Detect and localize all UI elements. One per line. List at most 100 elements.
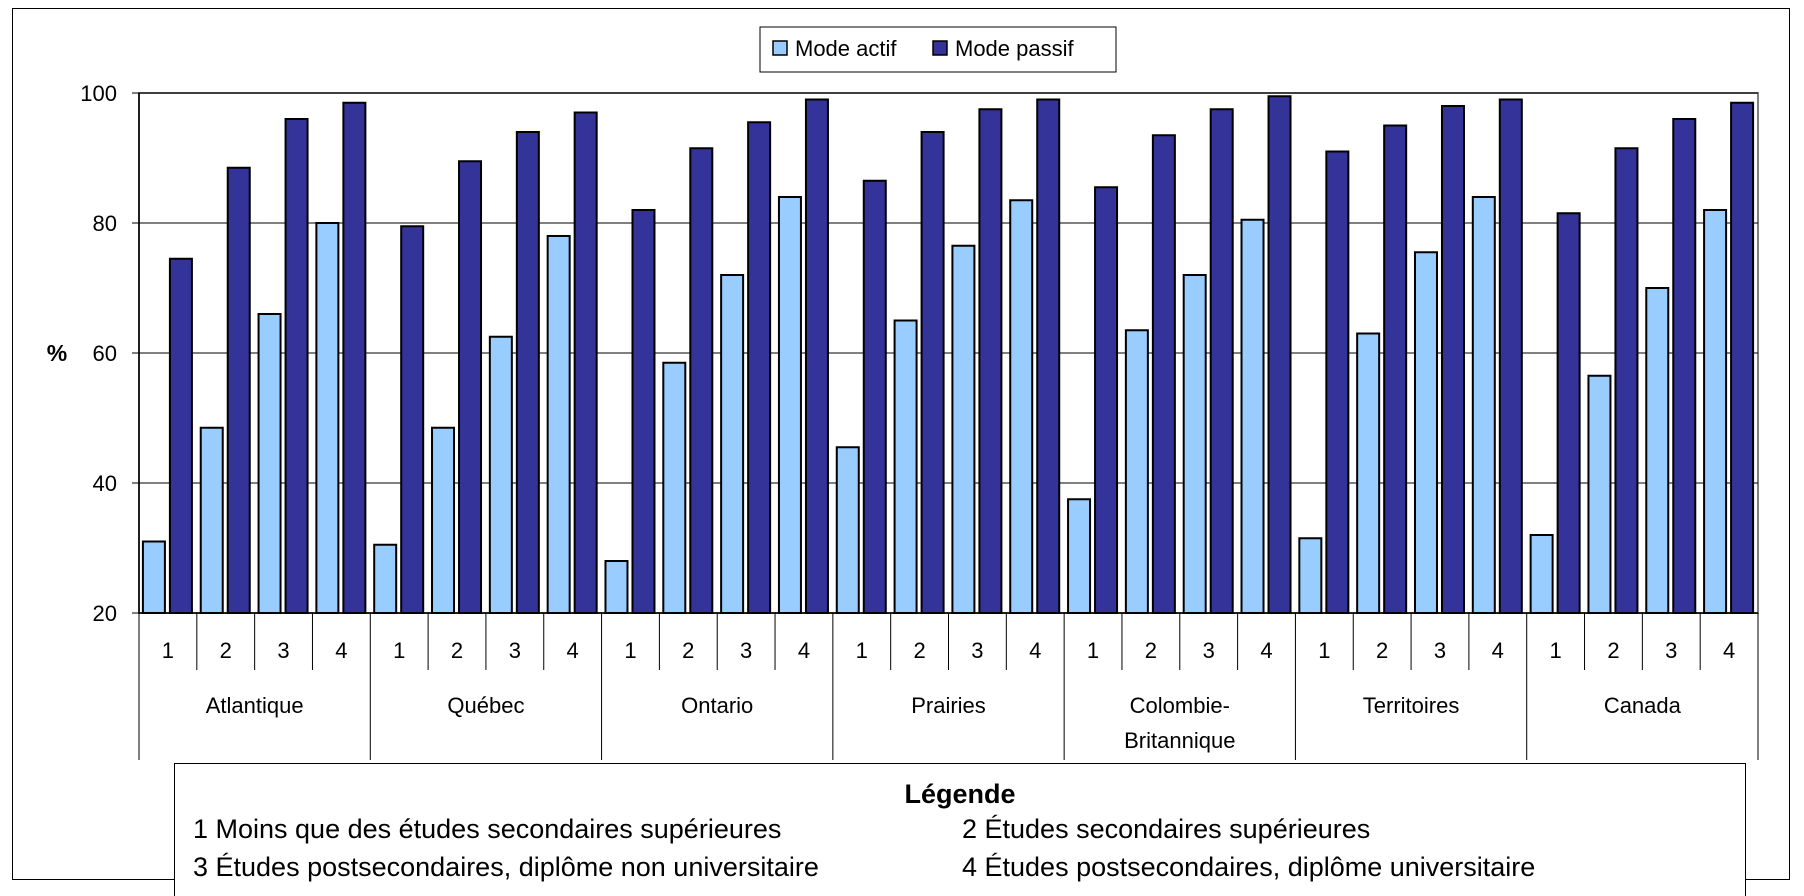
bar-mode-actif <box>835 446 860 614</box>
bar-mode-passif <box>1440 105 1465 614</box>
bar-mode-actif <box>604 560 629 614</box>
bar-mode-passif <box>1325 150 1350 614</box>
bar-mode-actif <box>1124 329 1149 614</box>
category-label: 3 <box>1665 638 1677 663</box>
bar-mode-actif <box>1645 287 1670 614</box>
bar-mode-passif <box>1614 147 1639 614</box>
category-label: 3 <box>1203 638 1215 663</box>
bar-mode-passif <box>920 131 945 614</box>
bar-mode-actif <box>1356 332 1381 614</box>
bar-mode-passif <box>1556 212 1581 614</box>
category-label: 1 <box>393 638 405 663</box>
category-label: 4 <box>1492 638 1504 663</box>
axis-labels: 20 40 60 80 100% 1 2 3 4 1 2 3 4 1 2 3 4 1 2 3 4 1 2 3 4 1 2 3 4 1 2 3 4… <box>47 81 1735 753</box>
bar-mode-passif <box>631 209 656 614</box>
category-label: 2 <box>682 638 694 663</box>
bar-mode-actif <box>373 543 398 614</box>
group-label: Britannique <box>1124 728 1235 753</box>
bar-mode-passif <box>458 160 483 614</box>
bar-mode-actif <box>1298 537 1323 614</box>
bar-mode-actif <box>257 313 282 614</box>
legend-note-title: Légende <box>904 779 1016 809</box>
category-label: 1 <box>1318 638 1330 663</box>
legend-label: Mode passif <box>955 36 1075 61</box>
bar-mode-passif <box>747 121 772 614</box>
y-tick-label: 80 <box>93 211 117 236</box>
bar-mode-passif <box>1209 108 1234 614</box>
category-label: 2 <box>220 638 232 663</box>
category-label: 4 <box>567 638 579 663</box>
category-label: 4 <box>1029 638 1041 663</box>
bar-mode-passif <box>515 131 540 614</box>
y-tick-label: 60 <box>93 341 117 366</box>
bar-mode-passif <box>573 111 598 614</box>
bar-mode-actif <box>951 244 976 614</box>
bar-mode-passif <box>168 257 193 614</box>
bar-mode-actif <box>546 235 571 614</box>
bar-mode-actif <box>1182 274 1207 614</box>
category-label: 1 <box>1550 638 1562 663</box>
group-label: Colombie- <box>1130 693 1230 718</box>
category-label: 1 <box>856 638 868 663</box>
bar-mode-actif <box>720 274 745 614</box>
bar-mode-actif <box>199 426 224 614</box>
bars <box>141 95 1755 614</box>
bar-mode-passif <box>978 108 1003 614</box>
category-label: 2 <box>451 638 463 663</box>
bar-mode-actif <box>315 222 340 614</box>
group-label: Ontario <box>681 693 753 718</box>
y-axis-title: % <box>47 340 67 366</box>
bar-mode-actif <box>1067 498 1092 614</box>
category-label: 2 <box>913 638 925 663</box>
bar-mode-actif <box>1240 218 1265 614</box>
legend-note-row: 1 Moins que des études secondaires supér… <box>175 810 1745 848</box>
bar-mode-actif <box>1529 534 1554 614</box>
group-label: Prairies <box>911 693 986 718</box>
category-label: 1 <box>162 638 174 663</box>
bar-mode-passif <box>1498 98 1523 614</box>
bar-mode-passif <box>226 166 251 614</box>
bar-mode-passif <box>1036 98 1061 614</box>
bar-mode-passif <box>1151 134 1176 614</box>
bar-mode-passif <box>689 147 714 614</box>
bar-mode-actif <box>662 361 687 614</box>
bar-mode-passif <box>1730 101 1755 614</box>
bar-mode-actif <box>777 196 802 614</box>
category-label: 4 <box>335 638 347 663</box>
bar-mode-passif <box>400 225 425 614</box>
legend-swatch <box>932 40 948 56</box>
series-legend: Mode actif Mode passif <box>759 26 1117 73</box>
category-label: 1 <box>1087 638 1099 663</box>
bar-mode-actif <box>141 540 166 614</box>
legend-note-row: 3 Études postsecondaires, diplôme non un… <box>175 848 1745 886</box>
group-label: Territoires <box>1363 693 1460 718</box>
bar-mode-passif <box>342 101 367 614</box>
category-label: 1 <box>624 638 636 663</box>
category-label: 2 <box>1607 638 1619 663</box>
bar-mode-passif <box>1672 118 1697 614</box>
axes <box>132 92 1759 760</box>
bar-mode-passif <box>1267 95 1292 614</box>
bar-mode-actif <box>431 426 456 614</box>
bar-mode-passif <box>862 179 887 614</box>
bar-mode-actif <box>893 319 918 614</box>
bar-mode-actif <box>488 335 513 614</box>
category-label: 2 <box>1145 638 1157 663</box>
bar-mode-actif <box>1413 251 1438 614</box>
group-label: Québec <box>447 693 524 718</box>
bar-mode-passif <box>284 118 309 614</box>
category-label: 4 <box>798 638 810 663</box>
category-label: 4 <box>1723 638 1735 663</box>
category-label: 3 <box>277 638 289 663</box>
group-label: Canada <box>1604 693 1682 718</box>
group-label: Atlantique <box>206 693 304 718</box>
bar-mode-actif <box>1587 374 1612 614</box>
category-label: 3 <box>509 638 521 663</box>
bar-mode-actif <box>1471 196 1496 614</box>
bar-mode-passif <box>804 98 829 614</box>
y-tick-label: 20 <box>93 601 117 626</box>
category-label: 2 <box>1376 638 1388 663</box>
legend-note-item-1: 1 Moins que des études secondaires supér… <box>193 814 782 844</box>
y-tick-label: 40 <box>93 471 117 496</box>
